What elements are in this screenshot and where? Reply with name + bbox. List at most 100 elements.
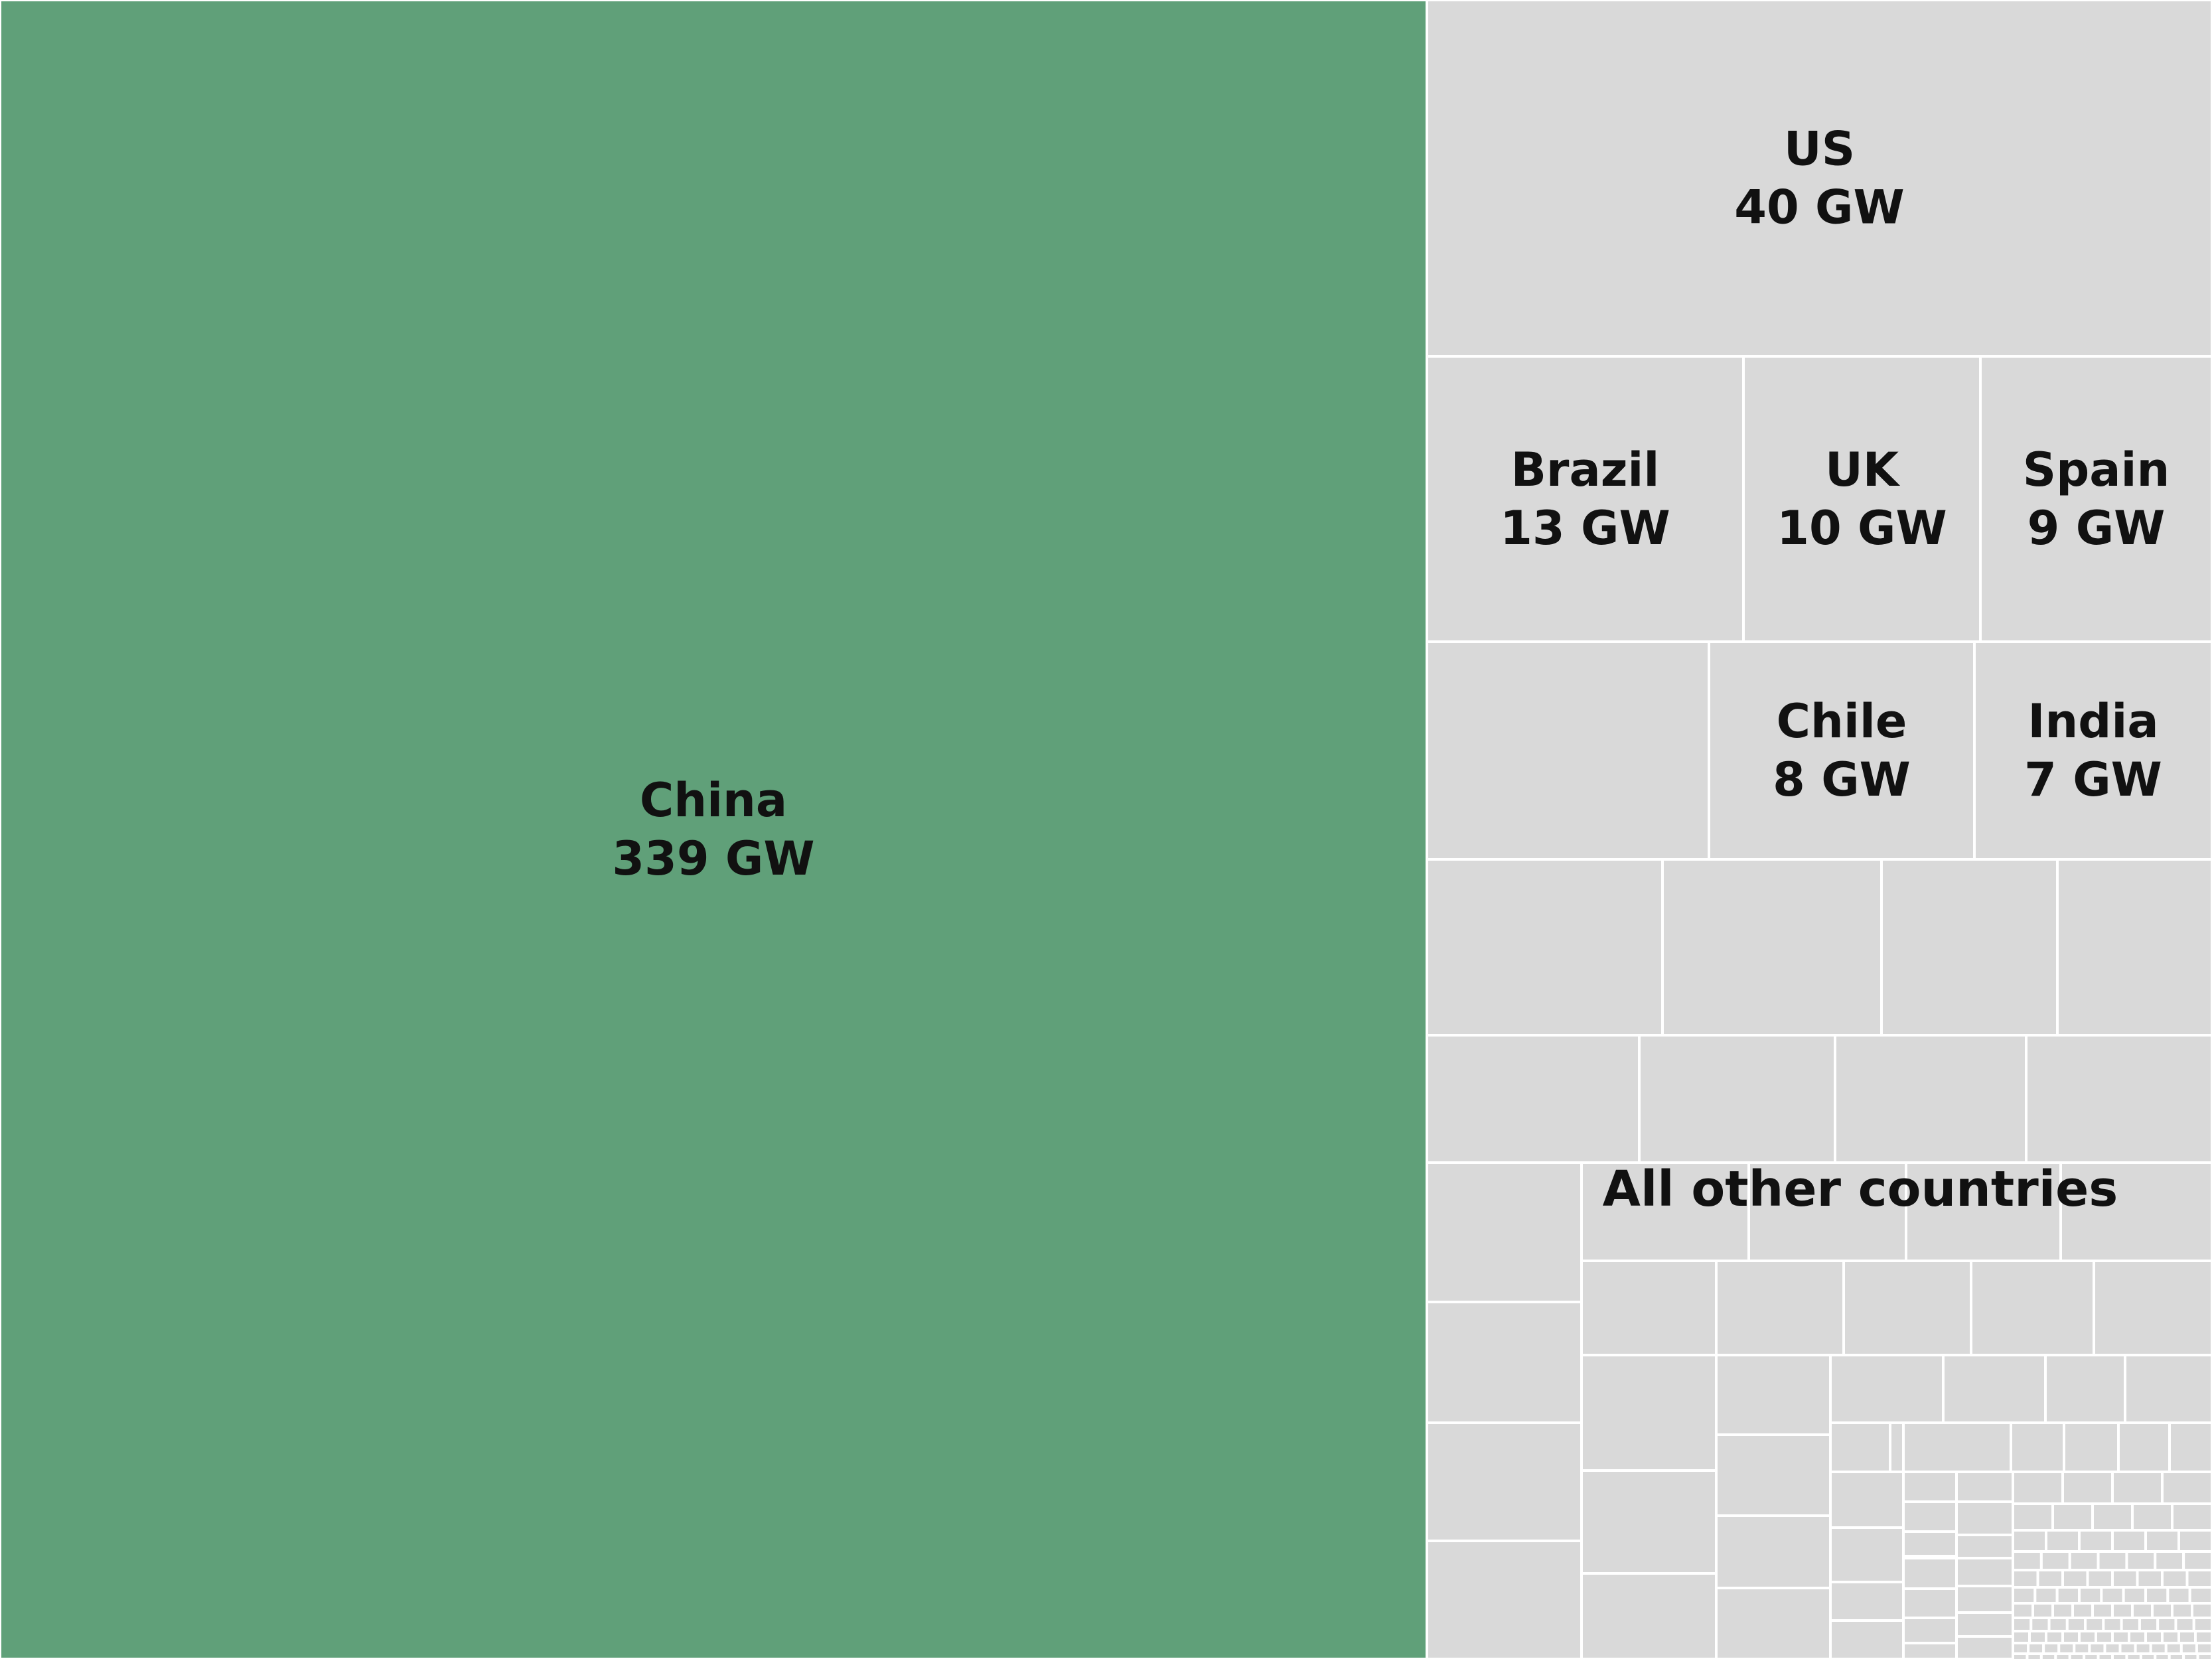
tile-label-uk: UK 10 GW xyxy=(1777,443,1947,555)
tile-other-country xyxy=(2029,1617,2051,1632)
tile-label-us: US 40 GW xyxy=(1734,122,1904,235)
tile-other-country xyxy=(1955,1635,2014,1659)
tile-other-country xyxy=(2065,1617,2087,1632)
tile-other-country xyxy=(2097,1550,2128,1571)
tile-other-country xyxy=(1842,1260,1972,1356)
tile-other-country xyxy=(1955,1585,2014,1614)
tile-other-country xyxy=(1580,1469,1718,1575)
tile-other-country xyxy=(1829,1619,1905,1659)
tile-other-country xyxy=(2091,1602,2114,1619)
tile-other-country xyxy=(2012,1569,2039,1589)
tile-other-country xyxy=(2191,1602,2212,1619)
tile-other-country xyxy=(2061,1569,2089,1589)
tile-other-country xyxy=(2122,1586,2148,1605)
tile-other-country xyxy=(1661,858,1883,1037)
tile-other-country xyxy=(1955,1471,2014,1503)
tile-other-country xyxy=(1580,1260,1718,1356)
tile-other-country xyxy=(2131,1502,2174,1532)
tile-other-country xyxy=(2083,1652,2100,1659)
tile-other-country xyxy=(2111,1602,2134,1619)
tile-other-country xyxy=(2039,1550,2071,1571)
tile-other-country xyxy=(2086,1569,2114,1589)
tile-other-country xyxy=(2012,1586,2037,1605)
tile-label-india: India 7 GW xyxy=(2024,694,2162,807)
tile-other-country xyxy=(2061,1630,2081,1644)
tile-other-country xyxy=(2111,1529,2147,1553)
tile-other-country xyxy=(2084,1617,2105,1632)
tile-other-country xyxy=(2044,1354,2126,1424)
tile-other-country xyxy=(1902,1471,1958,1503)
tile-other-country xyxy=(2025,1034,2212,1164)
tile-other-country xyxy=(2012,1550,2043,1571)
tile-other-country xyxy=(2073,1642,2091,1655)
tile-other-country xyxy=(2045,1630,2064,1644)
tile-other-country xyxy=(2068,1652,2086,1659)
tile-other-country xyxy=(2161,1569,2189,1589)
tile-other-country xyxy=(1955,1500,2014,1536)
tile-other-country xyxy=(1426,1301,1583,1424)
tile-other-country xyxy=(2144,1630,2164,1644)
tile-label-india-line-2: 7 GW xyxy=(2024,753,2162,807)
tile-other-country xyxy=(1829,1354,1945,1424)
tile-other-country xyxy=(2131,1602,2154,1619)
tile-other-country xyxy=(2031,1602,2054,1619)
tile-other-country xyxy=(1715,1354,1832,1436)
tile-other-country xyxy=(2194,1630,2212,1644)
tile-label-chile-line-1: Chile xyxy=(1777,694,1907,749)
tile-other-country xyxy=(2088,1642,2106,1655)
tile-other-country xyxy=(1715,1260,1845,1356)
tile-other-country xyxy=(1955,1557,2014,1587)
tile-other-country xyxy=(1426,640,1710,861)
tile-chile xyxy=(1708,640,1976,861)
tile-other-country xyxy=(2111,1630,2130,1644)
tile-label-uk-line-2: 10 GW xyxy=(1777,501,1947,555)
tile-other-country xyxy=(1834,1034,2028,1164)
tile-other-country xyxy=(2095,1630,2114,1644)
tile-label-us-line-1: US xyxy=(1784,122,1855,177)
tile-label-spain-line-2: 9 GW xyxy=(2028,501,2166,555)
tile-other-country xyxy=(2182,1550,2212,1571)
tile-other-country xyxy=(2120,1617,2141,1632)
tile-other-country xyxy=(2174,1617,2195,1632)
tile-other-country xyxy=(1426,1161,1583,1303)
tile-other-country xyxy=(1747,1161,1907,1262)
tile-other-country xyxy=(2154,1550,2185,1571)
tile-other-country xyxy=(1715,1433,1832,1517)
tile-other-country xyxy=(2045,1529,2081,1553)
group-label-all-other-countries: All other countries xyxy=(1603,1161,2118,1218)
tile-label-china-line-2: 339 GW xyxy=(612,831,814,886)
tile-label-brazil-line-1: Brazil xyxy=(1511,443,1660,497)
tile-other-country xyxy=(1902,1557,1958,1590)
tile-other-country xyxy=(2102,1617,2123,1632)
tile-other-country xyxy=(2012,1630,2031,1644)
tile-other-country xyxy=(2182,1652,2199,1659)
tile-other-country xyxy=(2111,1569,2139,1589)
tile-other-country xyxy=(2057,1642,2076,1655)
tile-other-country xyxy=(2124,1354,2212,1424)
tile-other-country xyxy=(1715,1514,1832,1589)
tile-other-country xyxy=(2039,1652,2057,1659)
tile-other-country xyxy=(1902,1617,1958,1644)
tile-other-country xyxy=(2051,1602,2074,1619)
tile-label-india-line-1: India xyxy=(2028,694,2158,749)
tile-other-country xyxy=(2078,1586,2103,1605)
tile-other-country xyxy=(1902,1421,2012,1473)
tile-other-country xyxy=(1902,1642,1958,1659)
tile-other-country xyxy=(1880,858,2059,1037)
tile-other-country xyxy=(2111,1652,2128,1659)
tile-us xyxy=(1426,0,2212,358)
tile-other-country xyxy=(2055,1586,2081,1605)
tile-other-country xyxy=(1829,1421,1891,1473)
tile-other-country xyxy=(1426,1034,1641,1164)
tile-label-us-line-2: 40 GW xyxy=(1734,180,1904,235)
tile-label-chile-line-2: 8 GW xyxy=(1773,753,1911,807)
tile-other-country xyxy=(2033,1586,2059,1605)
tile-other-country xyxy=(2138,1617,2160,1632)
tile-other-country xyxy=(2078,1630,2097,1644)
tile-other-country xyxy=(2136,1569,2164,1589)
tile-other-country xyxy=(2192,1617,2212,1632)
tile-label-chile: Chile 8 GW xyxy=(1773,694,1911,807)
tile-other-country xyxy=(2071,1602,2094,1619)
tile-other-country xyxy=(2149,1642,2168,1655)
